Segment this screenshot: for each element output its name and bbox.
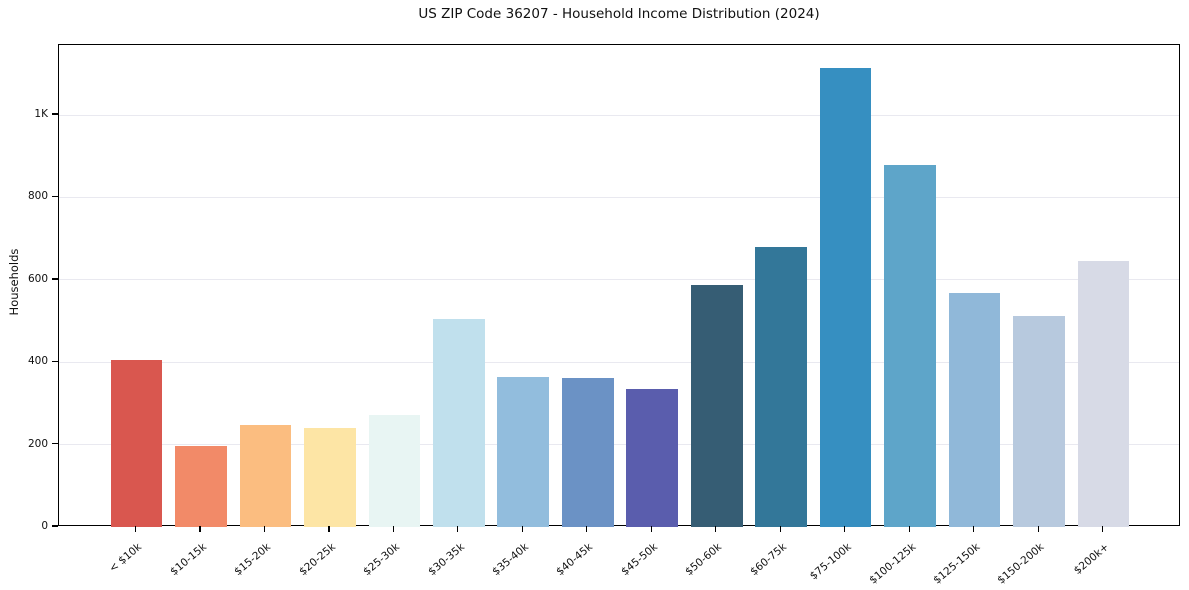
bar: [1013, 315, 1065, 527]
x-tick-mark: [263, 526, 266, 532]
bar: [690, 284, 743, 527]
bar: [755, 246, 807, 527]
bar: [304, 428, 356, 527]
x-tick-mark: [973, 526, 975, 532]
x-tick-mark: [457, 526, 459, 532]
bar: [626, 389, 679, 527]
y-tick-mark: [52, 443, 58, 445]
bar: [497, 376, 550, 527]
x-tick-mark: [650, 526, 652, 532]
y-tick-label: 200: [27, 437, 48, 450]
bar: [884, 165, 936, 527]
y-tick-label: 1K: [34, 108, 48, 121]
x-tick-mark: [715, 526, 717, 532]
bar: [433, 318, 485, 527]
x-tick-mark: [328, 526, 330, 532]
gridline: [59, 196, 1179, 198]
x-tick-label-text: $200k+: [1071, 541, 1112, 577]
y-tick-mark: [52, 360, 58, 362]
x-tick-mark: [586, 526, 588, 532]
x-tick-label: $200k+: [884, 535, 1112, 577]
x-tick-mark: [779, 526, 781, 532]
bar: [1077, 261, 1130, 527]
bar: [175, 445, 227, 527]
x-tick-mark: [844, 526, 846, 532]
y-tick-mark: [52, 525, 58, 527]
gridline: [59, 114, 1179, 116]
bar: [561, 377, 614, 527]
y-tick-mark: [52, 278, 58, 280]
bar: [239, 424, 292, 527]
gridline: [59, 361, 1179, 363]
x-tick-mark: [134, 526, 137, 532]
bar: [819, 67, 872, 527]
x-tick-mark: [1102, 526, 1104, 532]
x-tick-mark: [908, 526, 910, 532]
y-tick-mark: [52, 195, 58, 198]
bar: [110, 360, 163, 527]
plot-area: [58, 44, 1180, 527]
x-tick-mark: [521, 526, 523, 532]
y-tick-label: 800: [27, 190, 48, 203]
y-tick-mark: [52, 113, 58, 115]
y-tick-label: 600: [27, 272, 48, 285]
y-tick-label: 0: [41, 520, 48, 532]
gridline: [59, 279, 1179, 281]
y-tick-label: 400: [27, 355, 48, 368]
x-tick-mark: [199, 526, 201, 532]
bar: [368, 414, 421, 527]
x-tick-mark: [392, 526, 394, 532]
chart-title: US ZIP Code 36207 - Household Income Dis…: [418, 6, 820, 22]
x-tick-mark: [1037, 526, 1039, 532]
gridline: [59, 444, 1179, 446]
bar: [948, 293, 1001, 527]
